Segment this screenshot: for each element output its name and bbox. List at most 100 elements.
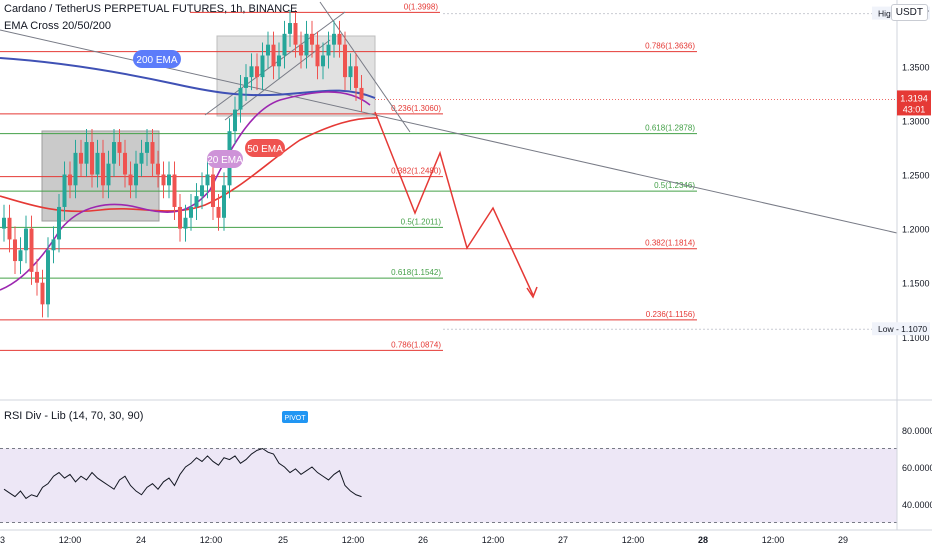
price-tick-label: 1.2500: [902, 171, 930, 181]
fib-level-label: 0(1.3998): [404, 2, 439, 11]
candle-body: [304, 33, 309, 56]
candle-body: [282, 33, 287, 56]
candle-body: [354, 66, 358, 88]
candle-body: [348, 66, 353, 78]
candle-body: [167, 174, 171, 186]
candle-body: [271, 44, 276, 67]
currency-badge[interactable]: USDT: [890, 4, 928, 21]
candle-body: [156, 163, 160, 175]
candle-body: [145, 142, 149, 153]
price-tick-label: 1.2000: [902, 225, 930, 235]
candle-body: [172, 174, 177, 207]
candle-body: [117, 142, 122, 153]
candle-body: [238, 87, 243, 110]
candle-body: [277, 55, 281, 67]
fib-level-label: 0.618(1.1542): [391, 268, 441, 277]
candle-body: [321, 55, 325, 67]
candle-body: [255, 66, 259, 78]
candle-body: [299, 44, 303, 56]
candle-body: [150, 142, 155, 164]
candle-body: [128, 174, 133, 186]
countdown-label: 43:01: [903, 104, 926, 114]
candle-body: [337, 33, 342, 45]
time-tick-label: 12:00: [622, 535, 645, 545]
fib-level-label: 0.236(1.3060): [391, 104, 441, 113]
candle-body: [183, 217, 188, 229]
pivot-badge: [282, 411, 308, 423]
time-tick-label: 29: [838, 535, 848, 545]
steep-trendline: [319, 1, 411, 133]
price-tick-label: 1.1500: [902, 279, 930, 289]
time-tick-label: 28: [698, 535, 708, 545]
candle-body: [57, 206, 61, 240]
candle-body: [123, 152, 127, 175]
candle-body: [189, 206, 193, 218]
candle-body: [29, 228, 34, 272]
ema200-label: 200 EMA: [136, 55, 177, 66]
candle-body: [68, 174, 72, 186]
fib-level-label: 0.382(1.1814): [645, 239, 695, 248]
candle-body: [310, 33, 314, 45]
candle-body: [40, 282, 45, 305]
ema50-label-bg: [245, 139, 285, 157]
time-tick-label: 23: [0, 535, 5, 545]
candle-body: [62, 174, 67, 207]
candle-body: [332, 33, 336, 45]
candle-body: [51, 239, 56, 251]
current-price-label: 1.3194: [900, 93, 928, 103]
rsi-tick-label: 40.0000: [902, 500, 932, 510]
fib-level-label: 0.382(1.2480): [391, 167, 441, 176]
fib-level-label: 0.5(1.2346): [654, 181, 695, 190]
candle-body: [139, 152, 144, 164]
rsi-indicator-title: RSI Div - Lib (14, 70, 30, 90): [4, 410, 144, 422]
price-tick-label: 1.3500: [902, 62, 930, 72]
candle-body: [244, 77, 248, 88]
candle-body: [13, 239, 17, 262]
low-badge-label: Low - 1.1070: [878, 324, 927, 334]
candle-body: [106, 163, 111, 186]
ema200-label-bg: [133, 50, 181, 68]
time-tick-label: 27: [558, 535, 568, 545]
indicator-ema-title: EMA Cross 20/50/200: [4, 20, 112, 32]
candle-body: [2, 217, 6, 229]
candle-body: [90, 142, 94, 175]
low-badge-bg: [872, 322, 930, 336]
candle-body: [222, 185, 226, 218]
rsi-tick-label: 80.0000: [902, 426, 932, 436]
time-tick-label: 25: [278, 535, 288, 545]
projected-path-arrowhead: [526, 286, 538, 299]
price-tick-label: 1.1000: [902, 333, 930, 343]
rsi-line: [3, 447, 362, 500]
candle-body: [233, 109, 237, 132]
candle-body: [46, 250, 50, 305]
candle-body: [200, 185, 204, 197]
candle-body: [101, 152, 105, 186]
candle-body: [211, 174, 215, 207]
time-tick-label: 26: [418, 535, 428, 545]
candle-body: [7, 217, 12, 240]
candle-body: [326, 44, 331, 56]
candle-body: [249, 66, 254, 78]
candle-body: [343, 44, 347, 78]
candle-body: [216, 206, 221, 218]
projected-path: [374, 111, 534, 296]
time-tick-label: 12:00: [200, 535, 223, 545]
fib-level-label: 0.786(1.3636): [645, 42, 695, 51]
rsi-band: [0, 448, 897, 523]
pivot-label: PIVOT: [284, 415, 306, 422]
ema20-label-bg: [207, 150, 243, 168]
candle-body: [35, 271, 39, 283]
candle-body: [79, 152, 83, 164]
time-tick-label: 12:00: [482, 535, 505, 545]
fib-level-label: 0.236(1.1156): [646, 310, 696, 319]
ema50-label: 50 EMA: [247, 144, 283, 155]
price-tick-label: 1.3000: [902, 116, 930, 126]
candle-body: [359, 87, 364, 99]
candle-body: [73, 152, 78, 186]
time-tick-label: 24: [136, 535, 146, 545]
ema200-line: [0, 57, 376, 99]
symbol-title: Cardano / TetherUS PERPETUAL FUTURES, 1h…: [4, 3, 298, 15]
time-tick-label: 12:00: [342, 535, 365, 545]
